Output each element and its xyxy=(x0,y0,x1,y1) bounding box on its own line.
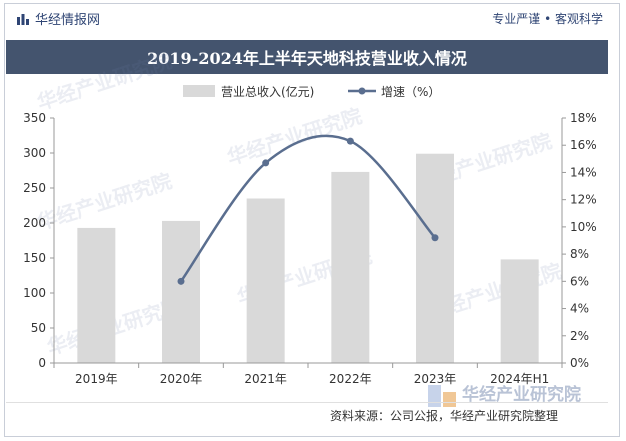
x-tick-label: 2023年 xyxy=(414,372,457,386)
brand-watermark-icon xyxy=(428,385,441,407)
bar-5 xyxy=(500,259,539,363)
left-axis: 0 50 100 150 200 250 300 350 xyxy=(23,111,55,370)
right-axis: 0% 2% 4% 6% 8% 10% 12% 14% 16% 18% xyxy=(561,111,597,370)
source-divider xyxy=(6,402,608,403)
bar-3 xyxy=(331,171,370,363)
bar-series xyxy=(77,153,539,363)
brand-watermark-text: 华经产业研究院 xyxy=(462,384,581,405)
legend-bar-label: 营业总收入(亿元) xyxy=(221,84,314,99)
x-tick-label: 2019年 xyxy=(75,372,118,386)
x-tick-label: 2021年 xyxy=(244,372,287,386)
right-tick-label: 18% xyxy=(570,111,597,125)
brand-watermark-icon xyxy=(443,392,456,407)
right-tick-label: 8% xyxy=(570,247,589,261)
left-tick-label: 200 xyxy=(23,216,46,230)
source-note: 资料来源：公司公报，华经产业研究院整理 xyxy=(330,409,559,423)
right-tick-label: 6% xyxy=(570,274,589,288)
line-series xyxy=(177,134,439,285)
right-tick-label: 4% xyxy=(570,302,589,316)
left-tick-label: 300 xyxy=(23,146,46,160)
x-axis: 2019年 2020年 2021年 2022年 2023年 2024年H1 xyxy=(53,362,563,386)
chart-title: 2019-2024年上半年天地科技营业收入情况 xyxy=(6,40,608,74)
growth-point-2 xyxy=(346,137,354,145)
growth-point-0 xyxy=(177,277,185,285)
top-bar: 华经情报网 专业严谨 • 客观科学 xyxy=(5,4,619,30)
legend-line-label: 增速（%） xyxy=(381,85,440,99)
x-tick-label: 2024年H1 xyxy=(490,372,549,386)
right-tick-label: 0% xyxy=(570,356,589,370)
growth-line xyxy=(179,134,436,283)
watermark-text: 华经产业研究院 xyxy=(34,169,175,235)
growth-point-3 xyxy=(431,234,439,242)
right-tick-label: 14% xyxy=(570,165,597,179)
slogan: 专业严谨 • 客观科学 xyxy=(492,12,603,26)
left-tick-label: 100 xyxy=(23,286,46,300)
chart-frame: 华经情报网 专业严谨 • 客观科学 xyxy=(4,3,620,437)
right-tick-label: 10% xyxy=(570,220,597,234)
brand: 华经情报网 xyxy=(17,9,100,28)
legend-bar-swatch xyxy=(183,85,215,97)
legend-line-marker xyxy=(358,87,366,95)
bar-1 xyxy=(162,220,200,363)
bar-2 xyxy=(246,198,285,363)
left-tick-label: 250 xyxy=(23,181,46,195)
brand-watermark: 华经产业研究院 xyxy=(428,384,581,407)
brand-name: 华经情报网 xyxy=(35,13,101,28)
x-tick-label: 2022年 xyxy=(329,372,372,386)
bar-chart-icon xyxy=(17,13,29,25)
bar-4 xyxy=(416,153,454,363)
right-tick-label: 16% xyxy=(570,138,597,152)
left-tick-label: 50 xyxy=(31,321,46,335)
x-tick-label: 2020年 xyxy=(160,372,203,386)
watermark-text: 华经产业研究院 xyxy=(224,104,365,170)
left-tick-label: 0 xyxy=(38,356,46,370)
right-tick-label: 12% xyxy=(570,193,597,207)
left-tick-label: 350 xyxy=(23,111,46,125)
right-tick-label: 2% xyxy=(570,329,589,343)
legend: 营业总收入(亿元) 增速（%） xyxy=(183,84,440,99)
growth-point-1 xyxy=(262,159,270,167)
bar-0 xyxy=(77,227,116,363)
watermark-text: 华经产业研究院 xyxy=(34,49,175,115)
left-tick-label: 150 xyxy=(23,251,46,265)
